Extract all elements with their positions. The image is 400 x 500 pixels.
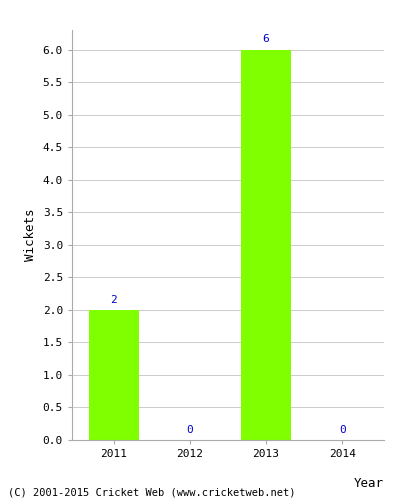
Text: 0: 0 — [186, 425, 193, 435]
Text: (C) 2001-2015 Cricket Web (www.cricketweb.net): (C) 2001-2015 Cricket Web (www.cricketwe… — [8, 488, 296, 498]
Text: 6: 6 — [263, 34, 270, 44]
Text: 0: 0 — [339, 425, 346, 435]
Bar — [89, 310, 138, 440]
Text: Year: Year — [354, 477, 384, 490]
Y-axis label: Wickets: Wickets — [24, 209, 37, 261]
Text: 2: 2 — [110, 294, 117, 304]
Bar — [241, 50, 291, 440]
